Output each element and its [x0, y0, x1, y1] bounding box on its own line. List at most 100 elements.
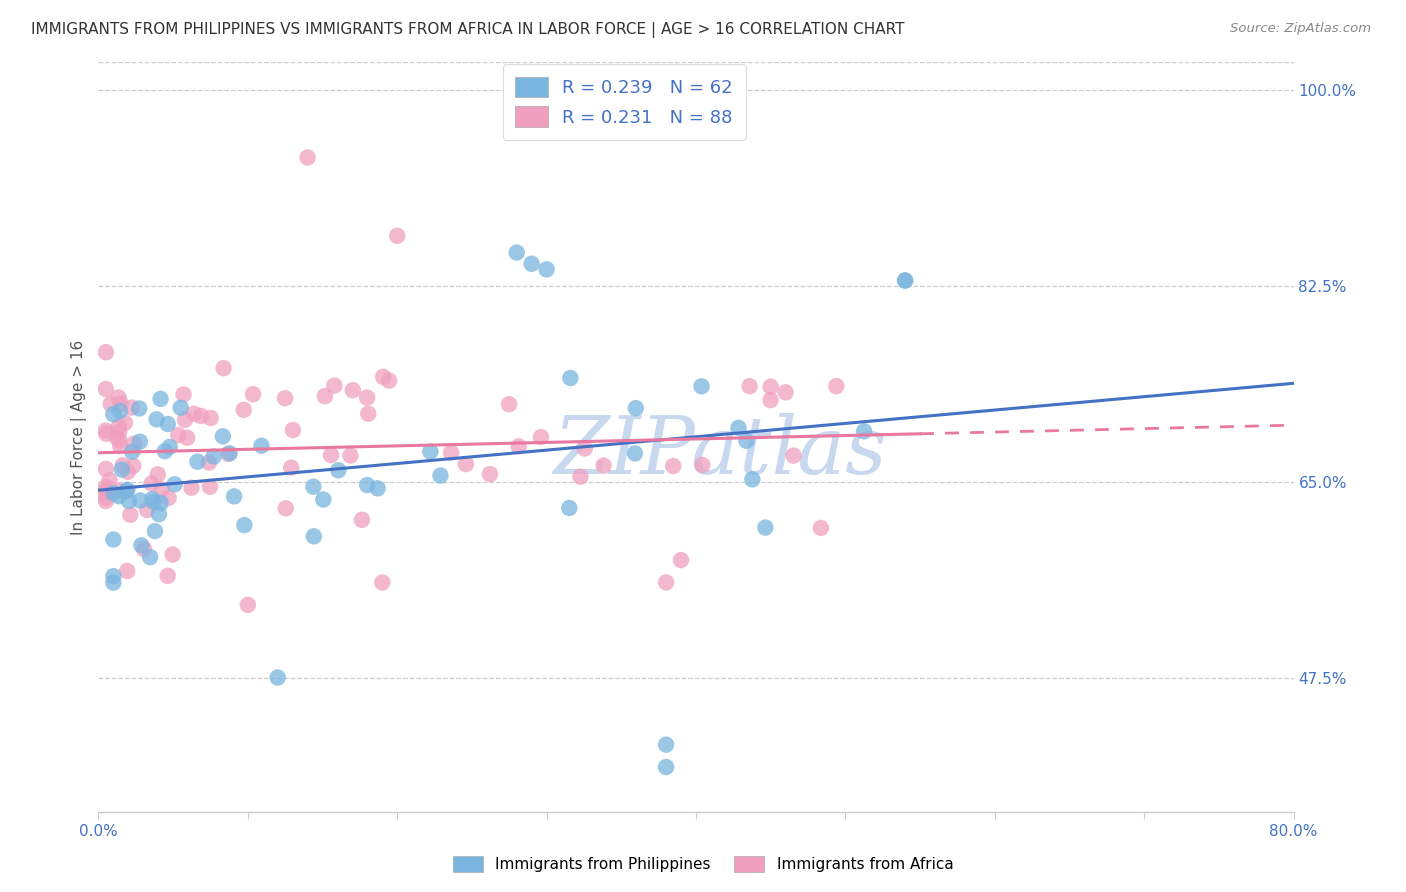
Point [176, 431, 198, 445]
Point [170, 401, 193, 415]
Point [103, 407, 125, 421]
Point [202, 450, 225, 464]
Point [131, 538, 153, 552]
Point [356, 391, 378, 405]
Point [569, 469, 592, 483]
Point [149, 496, 172, 510]
Point [655, 738, 678, 752]
Point [655, 760, 678, 774]
Point [128, 401, 150, 416]
Point [108, 439, 131, 453]
Point [94, 491, 117, 505]
Point [100, 397, 122, 411]
Point [267, 671, 290, 685]
Point [149, 392, 172, 406]
Point [624, 446, 647, 460]
Point [108, 489, 131, 503]
Point [894, 273, 917, 287]
Point [342, 383, 364, 397]
Point [115, 484, 138, 499]
Point [110, 396, 132, 410]
Point [592, 458, 614, 473]
Point [153, 444, 176, 458]
Point [754, 520, 776, 534]
Point [775, 385, 797, 400]
Legend: Immigrants from Philippines, Immigrants from Africa: Immigrants from Philippines, Immigrants … [446, 848, 960, 880]
Point [107, 419, 129, 434]
Point [212, 361, 235, 376]
Point [655, 575, 678, 590]
Point [167, 428, 190, 442]
Point [107, 391, 129, 405]
Legend: R = 0.239   N = 62, R = 0.231   N = 88: R = 0.239 N = 62, R = 0.231 N = 88 [503, 64, 745, 140]
Point [810, 521, 832, 535]
Point [103, 575, 125, 590]
Point [536, 262, 558, 277]
Point [782, 449, 804, 463]
Point [122, 458, 145, 473]
Point [146, 467, 169, 482]
Point [120, 508, 142, 522]
Point [117, 483, 139, 497]
Point [479, 467, 502, 482]
Point [128, 434, 150, 449]
Point [356, 478, 378, 492]
Point [156, 569, 179, 583]
Point [94, 494, 117, 508]
Point [419, 444, 441, 458]
Text: ZIPatlas: ZIPatlas [553, 413, 887, 491]
Point [371, 575, 394, 590]
Point [108, 434, 131, 448]
Point [357, 407, 380, 421]
Point [143, 524, 166, 538]
Point [735, 434, 758, 448]
Point [314, 389, 336, 403]
Point [302, 480, 325, 494]
Point [186, 455, 208, 469]
Point [94, 345, 117, 359]
Text: IMMIGRANTS FROM PHILIPPINES VS IMMIGRANTS FROM AFRICA IN LABOR FORCE | AGE > 16 : IMMIGRANTS FROM PHILIPPINES VS IMMIGRANT… [31, 22, 904, 38]
Point [111, 462, 134, 476]
Point [94, 382, 117, 396]
Point [162, 548, 184, 562]
Point [574, 442, 596, 456]
Point [163, 477, 186, 491]
Point [198, 456, 221, 470]
Point [274, 501, 297, 516]
Point [174, 413, 197, 427]
Point [121, 401, 143, 415]
Point [281, 423, 304, 437]
Point [115, 564, 138, 578]
Point [105, 431, 128, 445]
Point [108, 404, 131, 418]
Point [145, 412, 167, 426]
Point [454, 457, 477, 471]
Point [373, 369, 395, 384]
Point [312, 492, 335, 507]
Point [727, 421, 749, 435]
Point [150, 482, 173, 496]
Point [183, 407, 205, 421]
Point [173, 387, 195, 401]
Point [134, 542, 156, 557]
Point [139, 550, 162, 565]
Point [103, 533, 125, 547]
Point [350, 513, 373, 527]
Point [825, 379, 848, 393]
Point [440, 445, 463, 459]
Point [94, 462, 117, 476]
Point [662, 458, 685, 473]
Point [280, 460, 302, 475]
Point [233, 518, 256, 533]
Point [157, 491, 180, 505]
Point [94, 424, 117, 438]
Point [103, 569, 125, 583]
Point [242, 387, 264, 401]
Point [367, 481, 389, 495]
Point [232, 402, 254, 417]
Point [159, 440, 181, 454]
Point [94, 483, 117, 498]
Point [156, 417, 179, 431]
Point [323, 378, 346, 392]
Point [690, 458, 713, 472]
